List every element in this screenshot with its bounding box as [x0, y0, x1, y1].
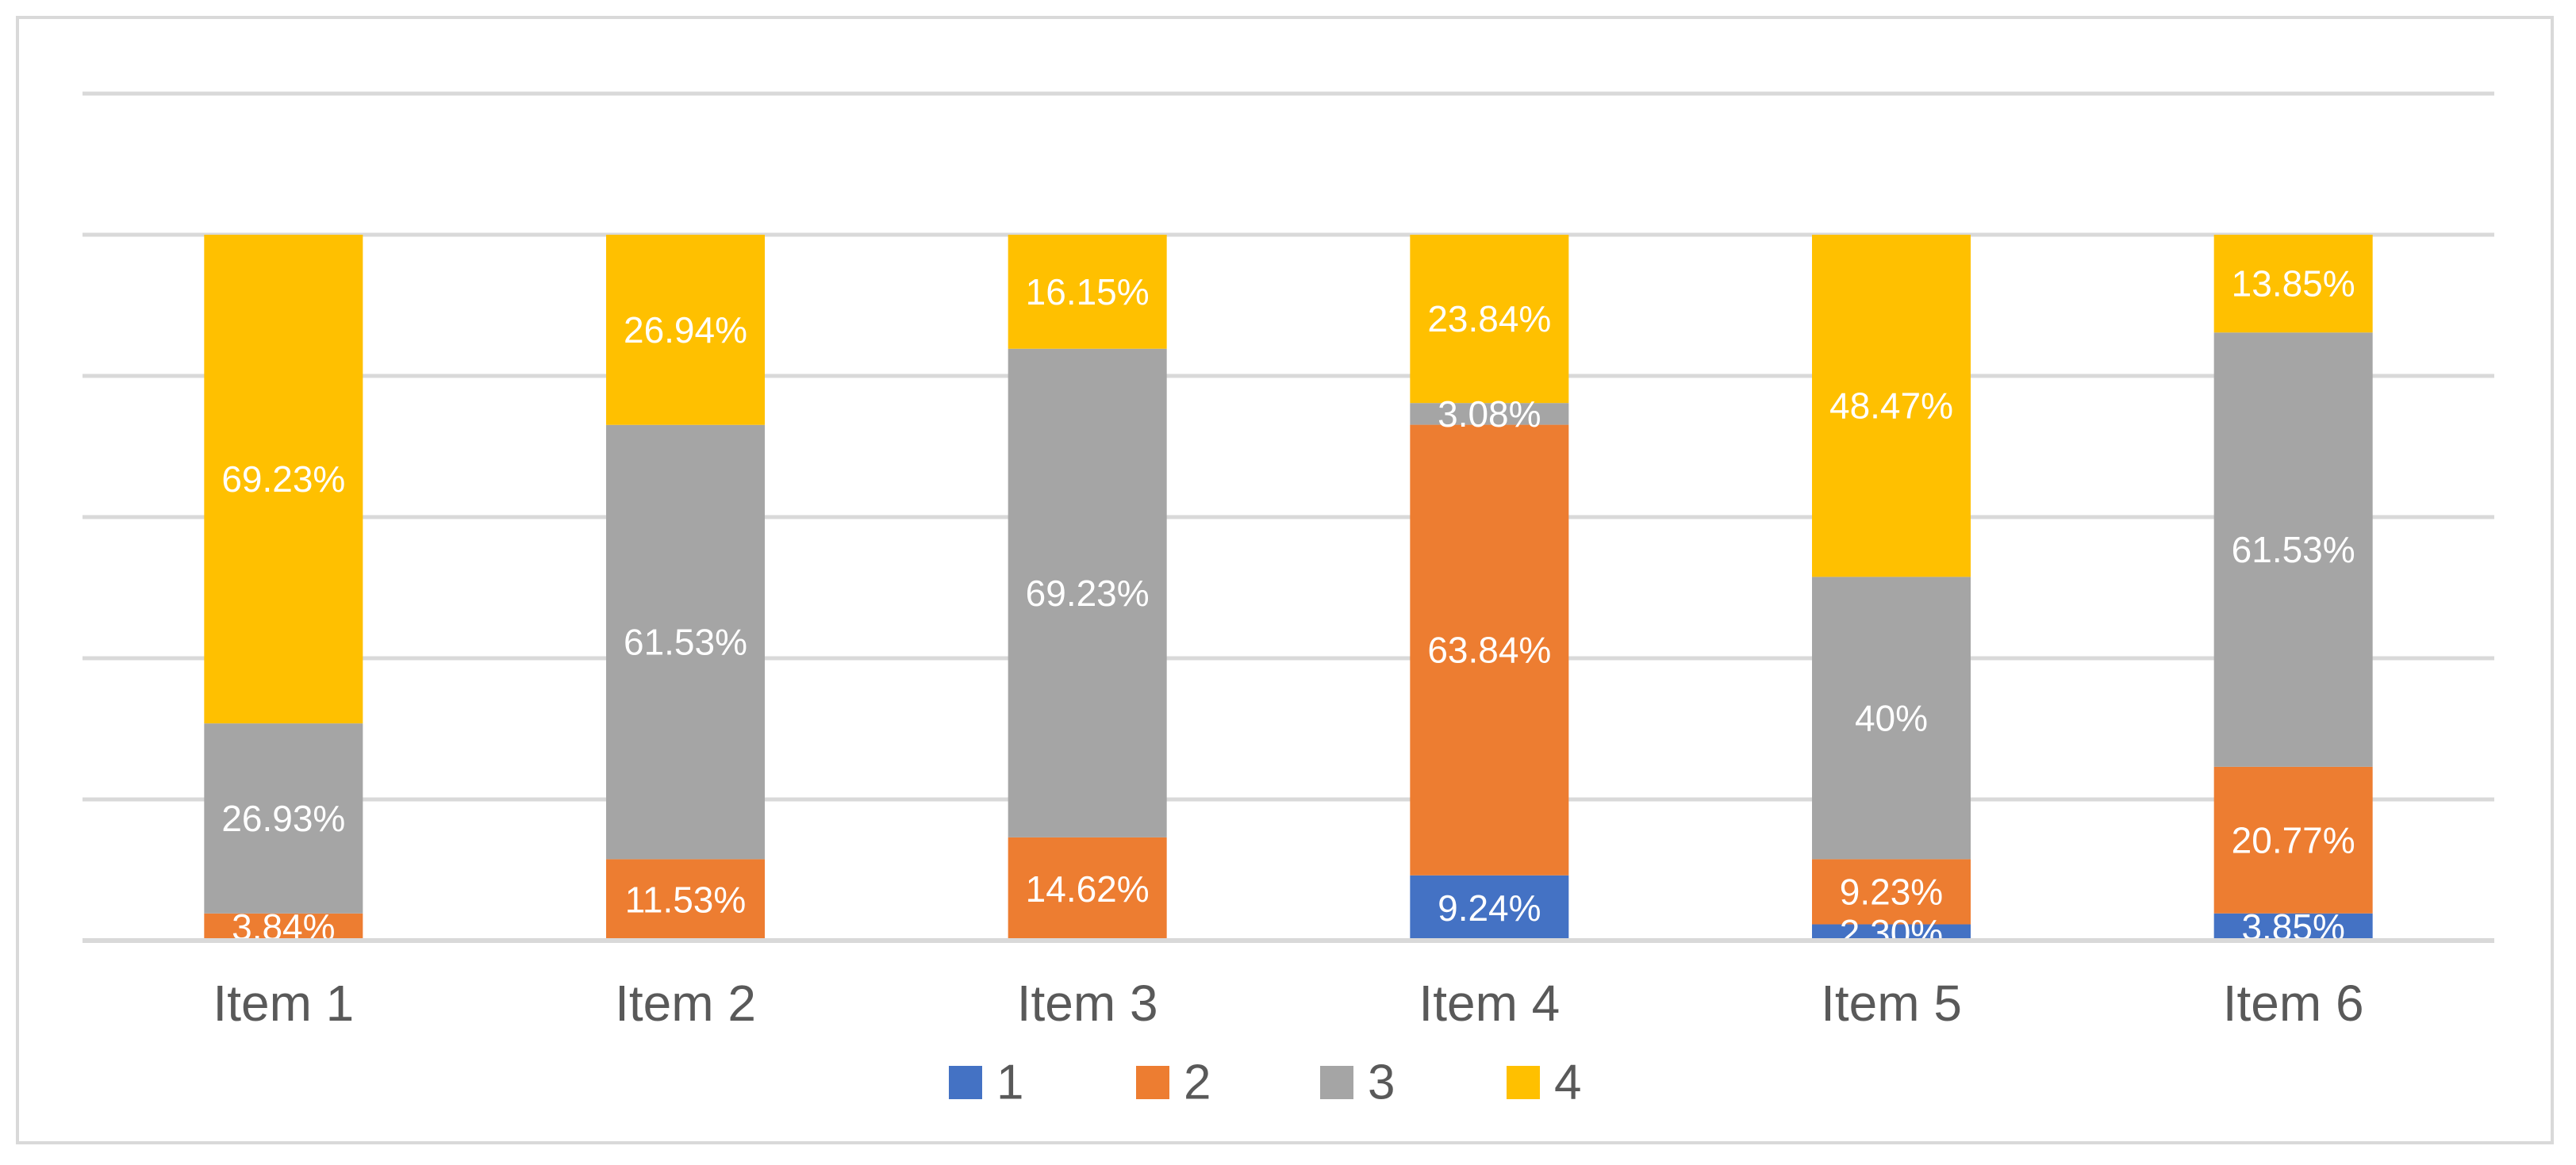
data-label: 26.94% — [624, 309, 747, 351]
bar-segment — [1410, 875, 1569, 941]
legend: 1 2 3 4 — [949, 1056, 1581, 1110]
bar-segment — [1008, 348, 1167, 837]
legend-label: 1 — [996, 1056, 1023, 1110]
bar-segment — [2213, 913, 2373, 941]
bar-segment — [1410, 235, 1569, 404]
bar-segment — [1812, 235, 1971, 577]
bar-segment — [1812, 859, 1971, 925]
legend-swatch — [1507, 1066, 1540, 1099]
chart-frame — [16, 16, 2554, 1144]
data-label: 14.62% — [1026, 868, 1150, 910]
bar-segment — [1008, 235, 1167, 349]
x-tick-label: Item 3 — [1017, 975, 1158, 1032]
data-label: 11.53% — [625, 879, 747, 921]
data-label: 23.84% — [1427, 298, 1551, 339]
data-label: 26.93% — [221, 798, 345, 839]
bar-segment — [204, 235, 363, 724]
bar-segment — [2213, 766, 2373, 914]
bar-segment — [606, 424, 765, 860]
data-label: 69.23% — [1026, 573, 1150, 614]
data-label: 40% — [1855, 697, 1928, 738]
bar-segment — [606, 859, 765, 941]
bar-segment — [1812, 924, 1971, 941]
bar-segment — [1812, 577, 1971, 860]
data-labels: 3.84%26.93%69.23%11.53%61.53%26.94%14.62… — [221, 263, 2355, 953]
data-label: 61.53% — [624, 622, 747, 663]
bar-segment — [1008, 837, 1167, 941]
data-label: 9.23% — [1840, 871, 1943, 912]
data-label: 3.08% — [1438, 393, 1541, 435]
bar-segment — [2213, 235, 2373, 333]
bar-segment — [204, 723, 363, 914]
data-label: 69.23% — [221, 458, 345, 500]
bar-segment — [204, 913, 363, 941]
legend-swatch — [949, 1066, 982, 1099]
data-label: 16.15% — [1026, 271, 1150, 312]
bar-segment — [1410, 403, 1569, 425]
bar-segment — [606, 235, 765, 425]
data-label: 9.24% — [1438, 887, 1541, 929]
x-tick-label: Item 5 — [1821, 975, 1962, 1032]
x-axis: Item 1 Item 2 Item 3 Item 4 Item 5 Item 6 — [83, 938, 2494, 1032]
data-label: 20.77% — [2232, 819, 2355, 860]
gridlines — [83, 91, 2494, 802]
x-tick-label: Item 4 — [1419, 975, 1560, 1032]
data-label: 2.30% — [1840, 912, 1943, 953]
bar-segment — [1410, 424, 1569, 876]
legend-label: 4 — [1554, 1056, 1581, 1110]
bars — [204, 235, 2373, 941]
bar-segment — [2213, 332, 2373, 767]
legend-swatch — [1320, 1066, 1353, 1099]
data-label: 61.53% — [2232, 529, 2355, 570]
x-tick-label: Item 2 — [615, 975, 756, 1032]
legend-label: 3 — [1368, 1056, 1395, 1110]
data-label: 63.84% — [1427, 630, 1551, 671]
data-label: 48.47% — [1829, 385, 1953, 427]
x-tick-label: Item 1 — [213, 975, 354, 1032]
x-tick-label: Item 6 — [2223, 975, 2364, 1032]
legend-swatch — [1136, 1066, 1169, 1099]
legend-label: 2 — [1184, 1056, 1211, 1110]
data-label: 13.85% — [2232, 263, 2355, 305]
